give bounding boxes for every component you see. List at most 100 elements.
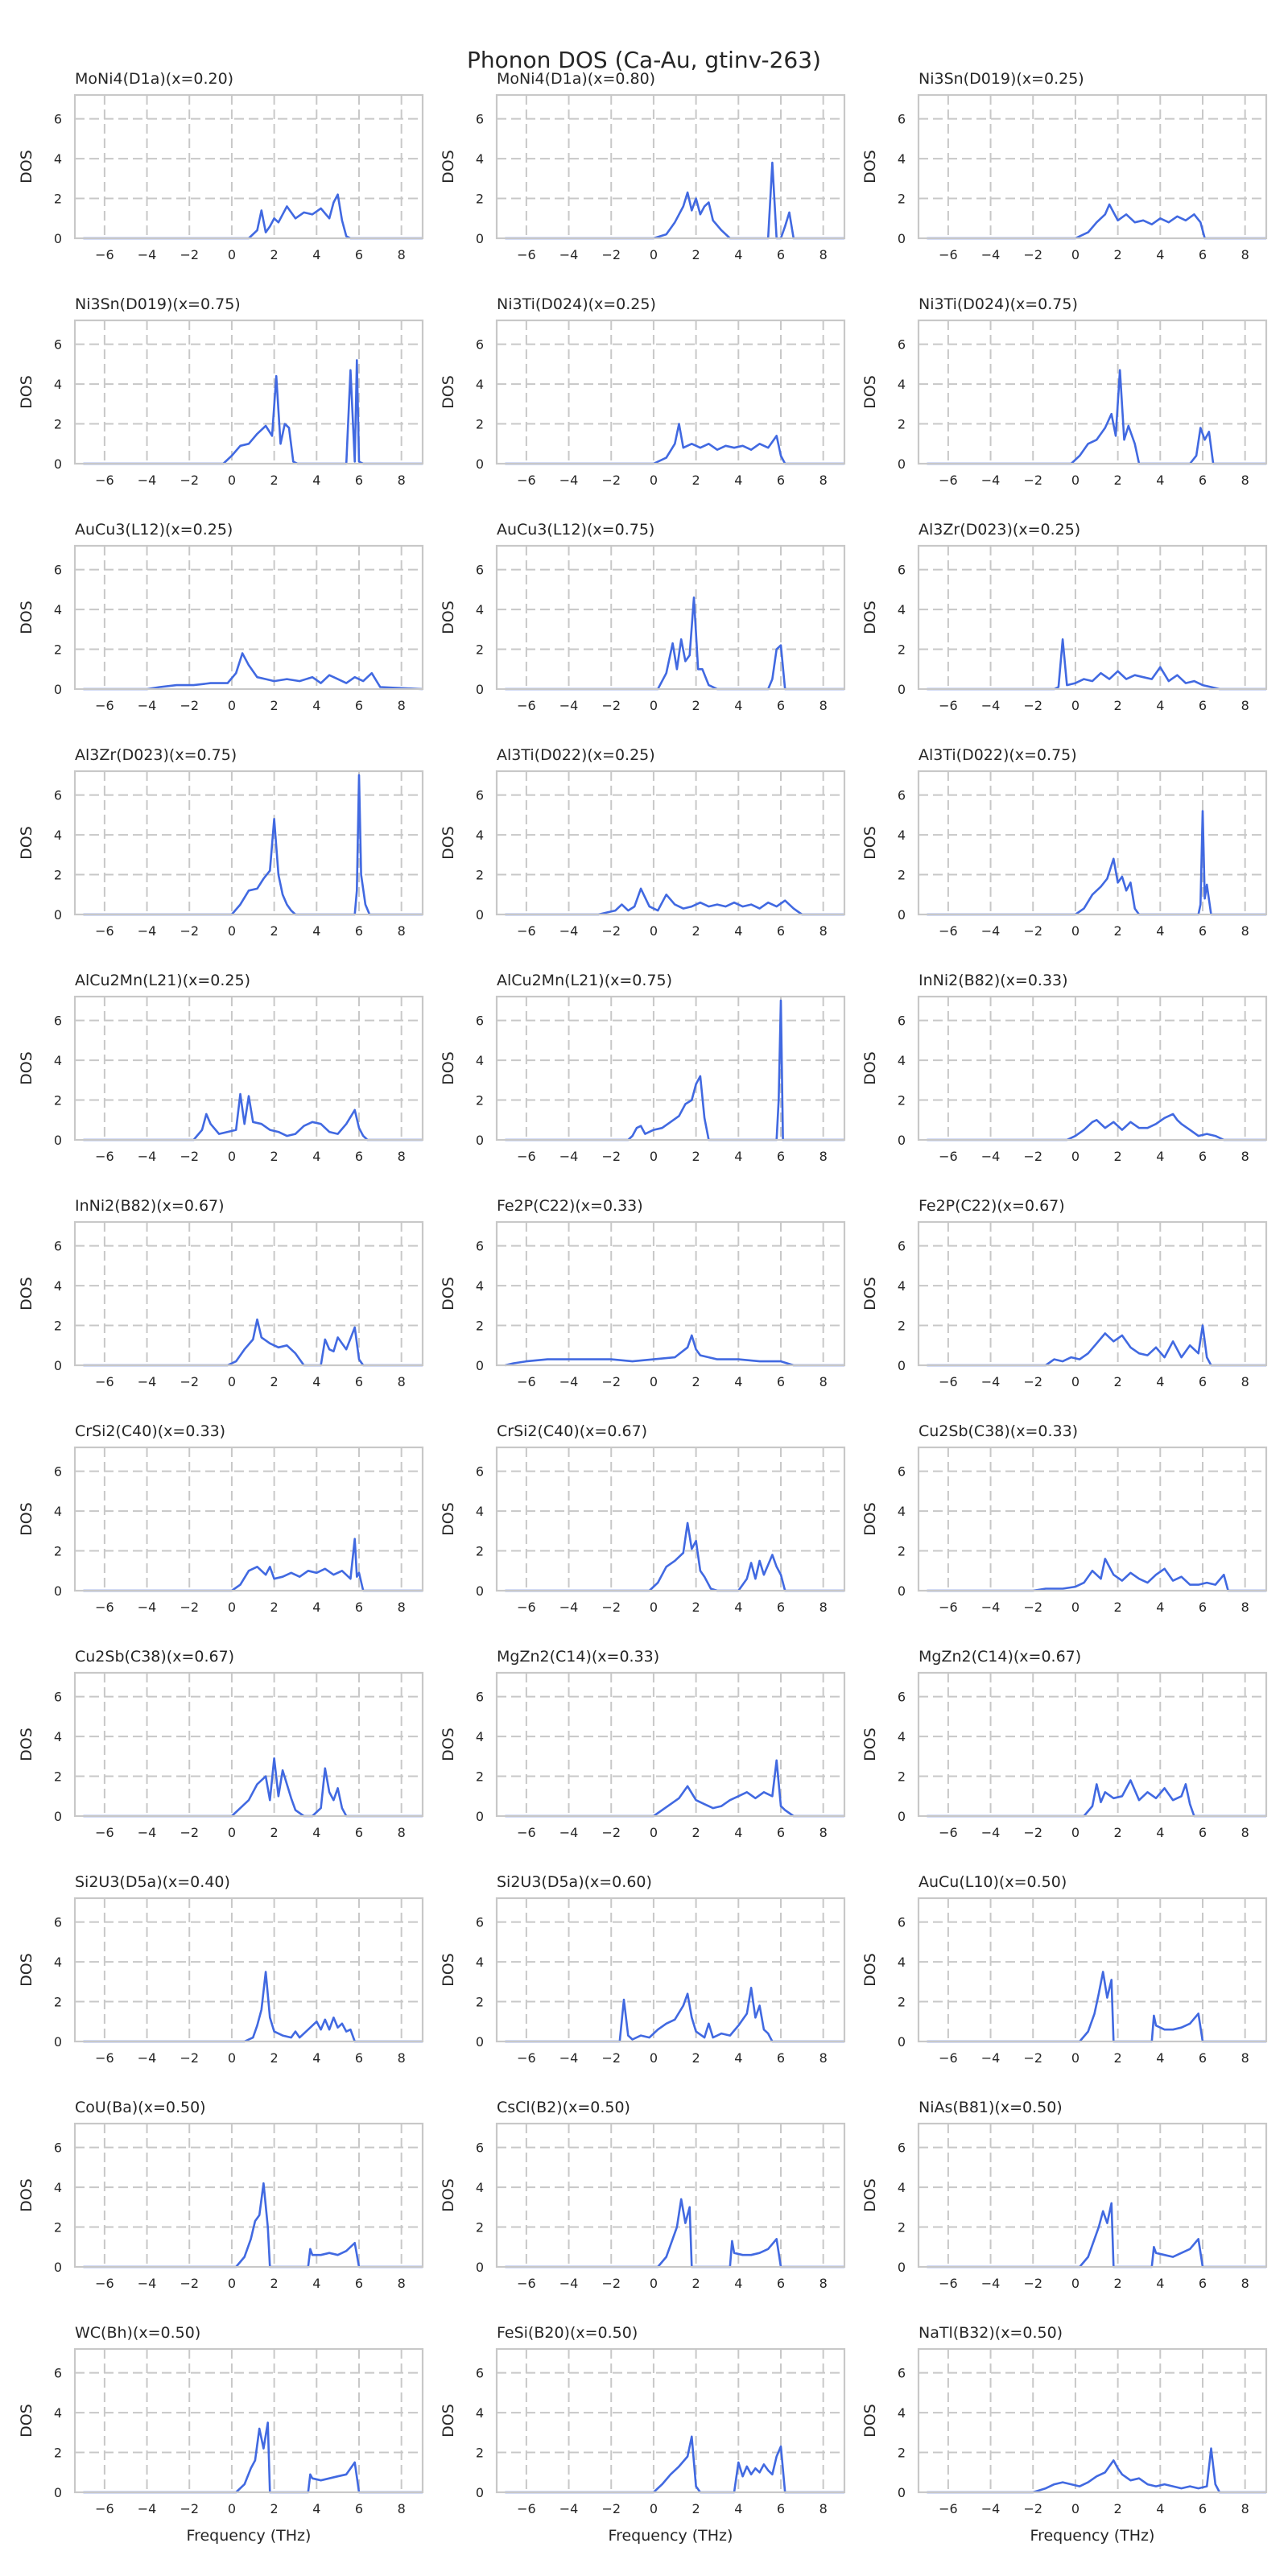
- y-tick-label: 2: [898, 417, 906, 432]
- x-tick-label: 2: [270, 1149, 279, 1164]
- x-tick-label: 0: [228, 2276, 236, 2291]
- dos-series-line: [505, 999, 844, 1141]
- panel-title: FeSi(B20)(x=0.50): [497, 2324, 638, 2342]
- x-tick-label: −6: [517, 2050, 536, 2066]
- y-tick-label: 0: [898, 907, 906, 923]
- x-tick-label: 8: [1241, 247, 1249, 262]
- x-tick-label: 2: [1114, 2501, 1122, 2516]
- x-tick-label: −2: [180, 923, 199, 939]
- x-tick-label: 4: [312, 247, 320, 262]
- panel-title: Cu2Sb(C38)(x=0.33): [919, 1422, 1078, 1440]
- x-tick-label: 4: [312, 2501, 320, 2516]
- x-tick-label: −6: [517, 473, 536, 488]
- x-tick-label: 0: [650, 1600, 658, 1615]
- x-tick-label: 4: [1156, 2501, 1164, 2516]
- y-tick-label: 4: [476, 1729, 484, 1744]
- x-tick-label: −4: [138, 1600, 157, 1615]
- dos-panel: Fe2P(C22)(x=0.33) −6 −4 −2 0 2 4 6 8 0 2 4 6 DOS: [440, 1197, 846, 1389]
- y-tick-label: 4: [898, 828, 906, 843]
- panel-grid: MoNi4(D1a)(x=0.20)−6 −4 −2 0 2 4 6 80246DOSMoNi…: [18, 70, 1268, 2545]
- x-tick-label: −6: [95, 923, 114, 939]
- y-tick-label: 2: [898, 2220, 906, 2235]
- x-tick-label: 4: [1156, 1374, 1164, 1389]
- grid: [497, 1447, 844, 1591]
- panel-title: Al3Zr(D023)(x=0.25): [919, 521, 1080, 539]
- dos-panel: CrSi2(C40)(x=0.67) −6 −4 −2 0 2 4 6 8 0 2 4 6 DOS: [440, 1422, 846, 1615]
- x-tick-label: 8: [398, 698, 406, 713]
- x-tick-label: −6: [517, 698, 536, 713]
- x-tick-label: 0: [228, 2050, 236, 2066]
- x-tick-label: −6: [95, 2276, 114, 2291]
- x-tick-label: 4: [734, 698, 742, 713]
- x-tick-label: 0: [1071, 2050, 1080, 2066]
- dos-panel: AlCu2Mn(L21)(x=0.75) −6 −4 −2 0 2 4 6 8 0 2 4 6 DOS: [440, 972, 846, 1164]
- y-axis-label: DOS: [861, 1502, 879, 1536]
- y-axis-label: DOS: [861, 1051, 879, 1085]
- dos-series-line: [83, 652, 423, 691]
- x-tick-label: 8: [1241, 923, 1249, 939]
- dos-panel: Ni3Ti(D024)(x=0.25) −6 −4 −2 0 2 4 6 8 0 2 4 6 DOS: [440, 295, 846, 488]
- x-tick-label: 4: [734, 1374, 742, 1389]
- x-tick-label: 8: [819, 923, 828, 939]
- y-tick-label: 0: [898, 2260, 906, 2275]
- figure-title: Phonon DOS (Ca-Au, gtinv-263): [467, 47, 821, 73]
- dos-series-line: [83, 1092, 423, 1141]
- dos-series-line: [83, 1757, 423, 1818]
- x-tick-label: 4: [734, 2276, 742, 2291]
- x-tick-label: 8: [398, 247, 406, 262]
- y-tick-label: 2: [898, 1319, 906, 1334]
- x-tick-label: 8: [1241, 1600, 1249, 1615]
- plot-frame: [917, 319, 1268, 465]
- panel-title: WC(Bh)(x=0.50): [75, 2324, 200, 2342]
- x-tick-label: 0: [650, 2050, 658, 2066]
- y-tick-label: 4: [54, 602, 62, 617]
- panel-title: Fe2P(C22)(x=0.67): [919, 1197, 1065, 1215]
- x-tick-label: 2: [692, 2050, 700, 2066]
- x-tick-label: −6: [939, 1600, 958, 1615]
- panel-title: MgZn2(C14)(x=0.67): [919, 1648, 1081, 1666]
- x-tick-label: −2: [180, 2501, 199, 2516]
- x-tick-label: −2: [601, 247, 621, 262]
- x-tick-label: −6: [517, 2276, 536, 2291]
- x-tick-label: 6: [1199, 473, 1207, 488]
- dos-panel: MoNi4(D1a)(x=0.80) −6 −4 −2 0 2 4 6 8 0 2 4 6 DOS: [440, 70, 846, 262]
- x-tick-label: −2: [601, 1600, 621, 1615]
- dos-panel: Si2U3(D5a)(x=0.40) −6 −4 −2 0 2 4 6 8 0 2 4 6 DOS: [18, 1873, 424, 2066]
- x-tick-label: 4: [734, 247, 742, 262]
- y-tick-label: 2: [54, 642, 62, 658]
- x-tick-label: −4: [981, 698, 1001, 713]
- x-tick-label: −2: [180, 2276, 199, 2291]
- dos-series-line: [505, 1987, 844, 2043]
- dos-series-line: [83, 1538, 423, 1592]
- dos-panel: Fe2P(C22)(x=0.67) −6 −4 −2 0 2 4 6 8 0 2 4 6 DOS: [861, 1197, 1268, 1389]
- dos-series-line: [83, 359, 423, 465]
- y-tick-label: 0: [476, 2260, 484, 2275]
- x-tick-label: 0: [1071, 1825, 1080, 1840]
- plot-frame: [73, 1446, 424, 1592]
- x-tick-label: −2: [180, 1825, 199, 1840]
- panel-title: InNi2(B82)(x=0.33): [919, 972, 1068, 989]
- x-tick-label: 2: [270, 1600, 279, 1615]
- x-tick-label: 6: [1199, 698, 1207, 713]
- x-tick-label: 0: [228, 923, 236, 939]
- x-tick-label: 8: [1241, 473, 1249, 488]
- panel-title: AuCu3(L12)(x=0.25): [75, 521, 233, 539]
- panel-title: InNi2(B82)(x=0.67): [75, 1197, 225, 1215]
- x-tick-label: −6: [95, 2050, 114, 2066]
- y-tick-label: 2: [54, 1995, 62, 2010]
- y-tick-label: 2: [898, 1544, 906, 1559]
- y-tick-label: 2: [898, 1995, 906, 2010]
- dos-series-line: [927, 1971, 1266, 2043]
- x-tick-label: 0: [650, 1825, 658, 1840]
- x-tick-label: 8: [819, 473, 828, 488]
- x-tick-label: −2: [1023, 2501, 1042, 2516]
- y-tick-label: 2: [54, 1544, 62, 1559]
- x-tick-label: 4: [1156, 923, 1164, 939]
- x-tick-label: 6: [777, 1149, 785, 1164]
- plot-frame: [73, 544, 424, 691]
- x-tick-label: −6: [95, 1149, 114, 1164]
- x-tick-label: −4: [559, 1600, 579, 1615]
- y-tick-label: 2: [898, 2446, 906, 2461]
- x-tick-label: 8: [398, 2050, 406, 2066]
- x-tick-label: 2: [270, 2050, 279, 2066]
